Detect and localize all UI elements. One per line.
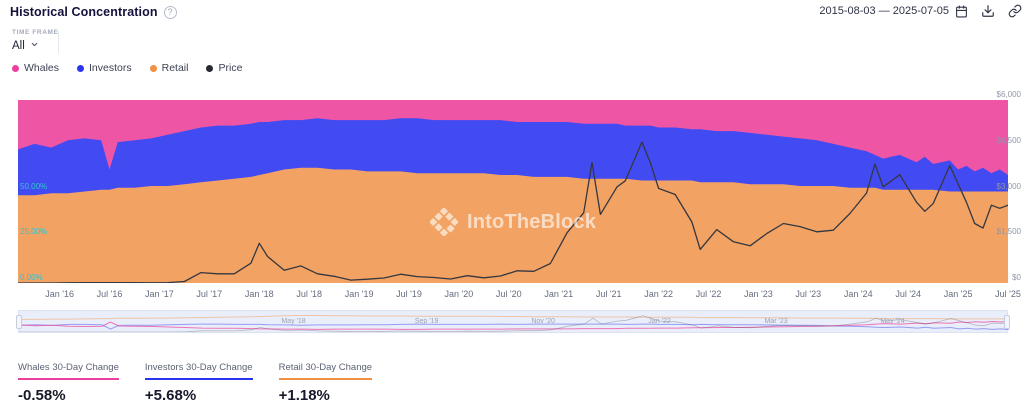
header-toolbar: 2015-08-03 — 2025-07-05 [819, 4, 1022, 18]
time-frame-control: TIME FRAME All [12, 29, 58, 52]
chevron-down-icon [30, 40, 39, 52]
legend-label: Whales [24, 62, 60, 74]
time-frame-label: TIME FRAME [12, 29, 59, 36]
calendar-icon [955, 5, 968, 18]
x-axis-label: Jul '20 [495, 289, 522, 299]
x-axis-label: Jul '17 [196, 289, 223, 299]
x-axis-label: Jul '18 [296, 289, 323, 299]
x-axis-labels: Jan '16 Jul '16 Jan '17 Jul '17 Jan '18 Jul '… [18, 289, 1021, 301]
divider [58, 31, 59, 53]
x-axis-label: Jan '22 [644, 289, 673, 299]
price-axis-label: $0 [1012, 273, 1021, 282]
legend-item-investors[interactable]: Investors [77, 62, 132, 74]
x-axis-label: Jul '21 [595, 289, 622, 299]
stat-value: +5.68% [144, 387, 197, 404]
link-icon [1008, 4, 1022, 18]
x-axis-label: Jul '23 [795, 289, 822, 299]
retail-color-dot [149, 64, 157, 72]
x-axis-label: Jan '23 [744, 289, 773, 299]
navigator-axis-label: May '24 [880, 318, 905, 325]
x-axis-label: Jan '25 [943, 289, 973, 299]
time-frame-dropdown[interactable]: All [12, 40, 39, 52]
change-stats: Whales 30-Day Change -0.58% Investors 30… [18, 357, 373, 404]
range-navigator[interactable]: May '18 Sep '19 Nov '20 Jan '22 Mar '23 May '… [16, 310, 1010, 333]
x-axis-label: Jan '20 [444, 289, 474, 299]
whales-30d-change: Whales 30-Day Change -0.58% [18, 357, 119, 404]
navigator-axis-label: May '18 [281, 318, 306, 325]
navigator-axis-label: Nov '20 [531, 318, 555, 325]
stat-label: Retail 30-Day Change [278, 362, 373, 380]
stacked-area-chart [18, 100, 1008, 283]
x-axis-label: Jul '25 [995, 289, 1021, 299]
legend-item-price[interactable]: Price [206, 62, 242, 74]
chart-legend: Whales Investors Retail Price [12, 62, 242, 74]
stat-label: Whales 30-Day Change [18, 362, 119, 380]
investors-30d-change: Investors 30-Day Change +5.68% [144, 357, 253, 404]
help-icon[interactable]: ? [163, 5, 177, 19]
legend-item-whales[interactable]: Whales [12, 62, 59, 74]
share-link-button[interactable] [1008, 4, 1022, 18]
legend-label: Retail [161, 62, 189, 74]
download-icon [981, 4, 995, 18]
date-range-text: 2015-08-03 — 2025-07-05 [819, 5, 949, 17]
x-axis-label: Jan '18 [244, 289, 274, 299]
x-axis-label: Jan '24 [843, 289, 873, 299]
price-color-dot [206, 64, 214, 72]
navigator-handle-right[interactable] [1004, 315, 1010, 329]
x-axis-label: Jan '21 [544, 289, 574, 299]
x-axis-label: Jul '24 [895, 289, 922, 299]
navigator-handle-left[interactable] [16, 315, 22, 329]
main-chart[interactable]: IntoTheBlock [18, 100, 1008, 283]
x-axis-label: Jan '19 [344, 289, 374, 299]
x-axis-label: Jan '16 [45, 289, 74, 299]
legend-label: Investors [89, 62, 132, 74]
header: Historical Concentration ? [10, 5, 177, 19]
page-title: Historical Concentration [10, 5, 158, 19]
time-frame-value: All [12, 40, 25, 52]
whales-color-dot [12, 64, 19, 72]
x-axis-label: Jul '19 [396, 289, 422, 299]
investors-color-dot [77, 64, 85, 72]
price-axis-label: $6,000 [996, 90, 1021, 99]
stat-value: +1.18% [278, 387, 330, 404]
x-axis-label: Jul '16 [96, 289, 123, 299]
download-button[interactable] [981, 4, 995, 18]
legend-label: Price [218, 62, 243, 74]
x-axis-label: Jan '17 [145, 289, 174, 299]
navigator-axis-label: Jan '22 [648, 318, 671, 325]
retail-30d-change: Retail 30-Day Change +1.18% [278, 357, 373, 404]
x-axis-label: Jul '22 [695, 289, 722, 299]
stat-value: -0.58% [18, 387, 66, 404]
navigator-axis-label: Sep '19 [414, 318, 439, 325]
legend-item-retail[interactable]: Retail [149, 62, 189, 74]
navigator-axis-label: Mar '23 [764, 318, 788, 325]
stat-label: Investors 30-Day Change [144, 362, 253, 380]
date-range-picker[interactable]: 2015-08-03 — 2025-07-05 [819, 5, 968, 18]
